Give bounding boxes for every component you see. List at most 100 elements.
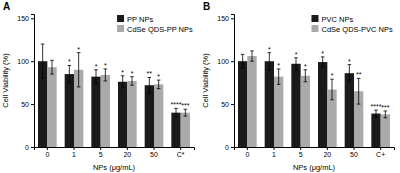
- bar: [118, 82, 127, 147]
- annotations: ****************: [268, 46, 390, 111]
- title: B: [203, 1, 210, 12]
- tick-label: 0: [225, 144, 229, 151]
- significance-label: *: [304, 63, 307, 70]
- title: A: [3, 1, 10, 12]
- bar: [301, 76, 310, 147]
- tick-label: 150: [17, 15, 29, 22]
- error-bar: [330, 79, 334, 100]
- tick: 0: [225, 144, 234, 151]
- bar: [47, 67, 56, 147]
- tick: 100: [217, 58, 234, 65]
- error-bar: [41, 44, 45, 78]
- error-bar: [157, 80, 161, 89]
- tick: 20: [323, 147, 331, 158]
- error-line: [52, 60, 53, 74]
- tick-mark: [380, 147, 381, 150]
- tick-label: 150: [217, 15, 229, 22]
- bar: [274, 77, 283, 147]
- error-cap: [130, 85, 134, 86]
- tick: 5: [299, 147, 303, 158]
- error-bar: [277, 69, 281, 84]
- error-line: [158, 80, 159, 89]
- axis-line: [235, 148, 395, 151]
- error-line: [122, 76, 123, 88]
- error-bar: [130, 77, 134, 86]
- tick-mark: [231, 104, 234, 105]
- error-cap: [104, 80, 108, 81]
- error-line: [69, 65, 70, 82]
- tick: 50: [221, 101, 234, 108]
- tick: 0: [45, 147, 49, 158]
- legend-swatch: [117, 25, 124, 32]
- series: [247, 51, 390, 147]
- tick-label: 0: [25, 144, 29, 151]
- error-line: [278, 69, 279, 84]
- error-cap: [241, 68, 245, 69]
- tick-mark: [31, 104, 34, 105]
- error-bar: [304, 70, 308, 82]
- tick: C*: [177, 147, 185, 158]
- tick: 150: [17, 15, 34, 22]
- tick-label: 100: [17, 58, 29, 65]
- plot-area: ****************0152050C+050100150PVC NP…: [217, 15, 394, 158]
- error-line: [296, 58, 297, 70]
- significance-label: *: [104, 62, 107, 69]
- significance-label: **: [147, 70, 153, 77]
- legend-label: CdSe QDS-PP NPs: [127, 25, 193, 34]
- error-line: [149, 77, 150, 92]
- tick-mark: [31, 147, 34, 148]
- legend-item: PVC NPs: [311, 15, 353, 24]
- error-line: [105, 69, 106, 81]
- tick-label: 50: [150, 151, 158, 158]
- tick-mark: [300, 147, 301, 150]
- tick-label: 20: [123, 151, 131, 158]
- series: [238, 53, 381, 147]
- legend-label: PVC NPs: [321, 15, 353, 24]
- y-axis: 0 50 100 150: [217, 15, 234, 151]
- tick-label: 50: [21, 101, 29, 108]
- significance-label: ****: [171, 101, 182, 108]
- error-line: [349, 65, 350, 82]
- tick: 20: [123, 147, 131, 158]
- error-cap: [304, 81, 308, 82]
- tick-mark: [231, 18, 234, 19]
- tick-label: 0: [245, 151, 249, 158]
- legend-swatch: [117, 15, 124, 22]
- tick: 1: [72, 147, 76, 158]
- tick-mark: [31, 61, 34, 62]
- axis-line: [31, 15, 35, 148]
- error-cap: [348, 81, 352, 82]
- error-bar: [294, 58, 298, 70]
- error-cap: [68, 82, 72, 83]
- error-cap: [294, 69, 298, 70]
- legend-label: PP NPs: [127, 15, 153, 24]
- series: [38, 44, 181, 147]
- x-axis-title: NPs (μg/mL): [293, 163, 336, 172]
- y-axis-title: Cell Viability (%): [1, 53, 10, 108]
- marks: [238, 51, 390, 147]
- error-bar: [174, 108, 178, 117]
- series: [47, 53, 190, 147]
- error-cap: [50, 74, 54, 75]
- tick: 150: [217, 15, 234, 22]
- error-bar: [50, 60, 54, 74]
- error-bar: [241, 54, 245, 68]
- error-bar: [374, 110, 378, 117]
- tick: 1: [272, 147, 276, 158]
- tick-mark: [31, 18, 34, 19]
- bar: [181, 113, 190, 147]
- tick-label: 100: [217, 58, 229, 65]
- significance-label: *: [321, 50, 324, 57]
- y-axis-title: Cell Viability (%): [201, 53, 210, 108]
- bar: [91, 77, 100, 147]
- error-line: [322, 57, 323, 67]
- error-cap: [241, 54, 245, 55]
- error-line: [376, 110, 377, 117]
- axis-line: [35, 148, 195, 151]
- significance-label: *: [331, 72, 334, 79]
- significance-label: **: [356, 71, 362, 78]
- significance-label: *: [131, 70, 134, 77]
- error-cap: [50, 60, 54, 61]
- tick-label: 1: [272, 151, 276, 158]
- error-line: [252, 51, 253, 61]
